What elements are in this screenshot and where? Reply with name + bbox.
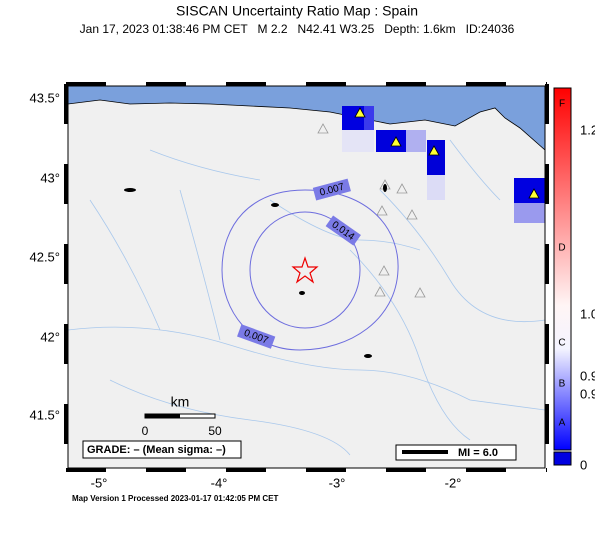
- lon-label: -4°: [211, 475, 228, 490]
- colorbar-base: [553, 451, 572, 466]
- lakes: [124, 184, 387, 358]
- grade-box: [82, 440, 242, 459]
- colorbar-gradient: [553, 87, 572, 451]
- lat-label: 43.5°: [29, 90, 60, 105]
- legend-label: MI = 6.0: [458, 447, 498, 459]
- colorbar-number: 1.0: [580, 306, 595, 321]
- lat-label: 42°: [40, 329, 60, 344]
- scale-label: 0: [142, 424, 149, 438]
- lon-labels: -5° -4° -3° -2°: [91, 475, 462, 490]
- colorbar-number: 0.9: [580, 368, 595, 383]
- scale-label: 50: [208, 424, 222, 438]
- lon-label: -3°: [329, 475, 346, 490]
- lat-labels: 43.5° 43° 42.5° 42° 41.5°: [29, 90, 60, 422]
- subtitle: Jan 17, 2023 01:38:46 PM CET M 2.2 N42.4…: [80, 22, 515, 36]
- frame-border: [64, 82, 549, 472]
- colorbar-letter: D: [558, 243, 565, 254]
- colorbar: F D C B A 1.2 1.0 0.9 0.9 0: [553, 87, 595, 472]
- colorbar-number: 1.2: [580, 122, 595, 137]
- colorbar-letter: C: [558, 338, 565, 349]
- lat-label: 42.5°: [29, 249, 60, 264]
- colorbar-number: 0: [580, 457, 587, 472]
- colorbar-letter: B: [559, 379, 566, 390]
- sea: [68, 86, 545, 151]
- grade: GRADE: – (Mean sigma: –): [87, 444, 226, 456]
- colorbar-letter: A: [559, 418, 566, 429]
- contours: [221, 189, 399, 351]
- epicenter: [291, 256, 319, 284]
- uncertainty-cells: [342, 106, 545, 223]
- lon-label: -5°: [91, 475, 108, 490]
- lat-label: 43°: [40, 170, 60, 185]
- map-area: [68, 86, 545, 468]
- title: SISCAN Uncertainty Ratio Map : Spain: [176, 3, 418, 19]
- footer: Map Version 1 Processed 2023-01-17 01:42…: [72, 494, 278, 503]
- legend-box: [395, 444, 517, 461]
- colorbar-number: 0.9: [580, 386, 595, 401]
- stations-active: [354, 107, 540, 199]
- stations: [317, 123, 426, 298]
- lon-label: -2°: [445, 475, 462, 490]
- lat-label: 41.5°: [29, 407, 60, 422]
- scale-bar: km 0 50: [142, 394, 222, 438]
- scale-unit: km: [171, 394, 190, 410]
- colorbar-letter: F: [559, 99, 565, 110]
